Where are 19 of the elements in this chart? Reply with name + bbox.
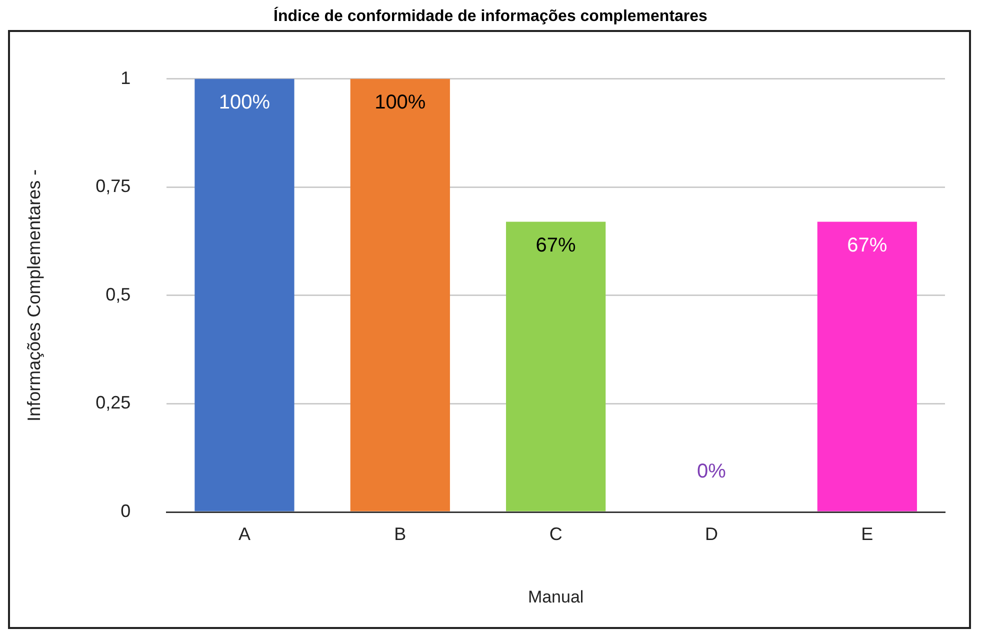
chart-title: Índice de conformidade de informações complementares [272,8,708,27]
y-tick-label: 0,25 [96,392,131,413]
y-tick-label: 0,5 [106,284,131,304]
x-tick-label: D [704,524,718,544]
x-tick-label: B [394,524,406,544]
x-tick-label: E [861,524,874,544]
data-label: 100% [374,91,426,114]
data-label: 0% [697,460,726,483]
data-label: 67% [536,234,576,256]
x-tick-label: A [238,524,250,544]
data-label: 100% [218,91,270,114]
y-tick-label: 0 [120,500,131,521]
x-tick-label: C [549,524,562,544]
data-label: 67% [847,234,888,256]
y-tick-label: 0,75 [96,176,131,196]
y-tick-label: 1 [120,68,131,88]
frame: Manual Informações Complementares - A B C D E 0 0,25 0,5 0,75 1 100% 100% 67% 0% 67% [8,30,971,629]
x-axis-title: Manual [528,587,584,606]
y-axis-title: Informações Complementares - [24,169,44,422]
